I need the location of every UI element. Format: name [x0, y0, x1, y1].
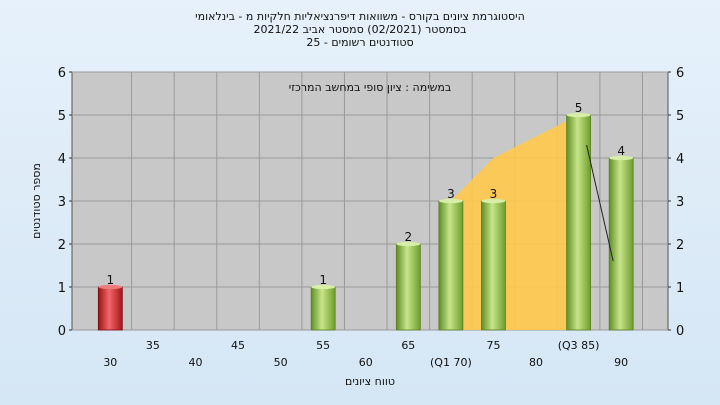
semester-subtitle: בסמסטר (02/2021) סמסטר אביב 2021/22 [253, 23, 467, 36]
x-tick-label: (Q3 85) [558, 339, 600, 352]
y-tick-label-left: 6 [58, 66, 66, 81]
bar-top-cap [311, 284, 336, 290]
histogram-bar [438, 200, 464, 331]
x-tick-label: (Q1 70) [430, 356, 472, 369]
bar-value-label: 1 [319, 273, 327, 287]
bar-top-cap [609, 155, 634, 161]
y-tick-label-left: 1 [58, 281, 66, 296]
x-tick-label: 90 [614, 356, 628, 369]
x-tick-label: 80 [529, 356, 543, 369]
histogram-bar [310, 286, 336, 331]
y-tick-label-left: 0 [58, 324, 66, 339]
histogram-bar [481, 200, 506, 331]
x-tick-label: 40 [188, 356, 202, 369]
y-tick-label-right: 1 [676, 281, 684, 296]
histogram-bar [566, 114, 591, 331]
x-tick-label: 60 [359, 356, 373, 369]
bar-value-label: 4 [617, 144, 625, 158]
y-tick-label-left: 2 [58, 238, 66, 253]
trend-line [586, 144, 614, 262]
bar-value-label: 1 [106, 273, 114, 287]
x-tick-label: 45 [231, 339, 245, 352]
x-tick-label: 75 [486, 339, 500, 352]
bar-top-cap [566, 112, 591, 118]
chart-title: היסטוגרמת ציונים בקורס - משוואות דיפרנצי… [195, 10, 525, 23]
y-tick-label-right: 0 [676, 324, 684, 339]
y-tick-label-right: 5 [676, 109, 684, 124]
x-tick-label: 30 [103, 356, 117, 369]
y-tick-label-right: 2 [676, 238, 684, 253]
histogram-bar [395, 243, 421, 331]
bar-value-label: 3 [447, 187, 455, 201]
histogram-bar [97, 286, 123, 331]
x-tick-label: 55 [316, 339, 330, 352]
x-axis-label: טווח ציונים [345, 375, 395, 388]
y-tick-label-left: 3 [58, 195, 66, 210]
bar-value-label: 2 [404, 230, 412, 244]
y-tick-label-left: 5 [58, 109, 66, 124]
x-tick-label: 65 [401, 339, 415, 352]
histogram-bar [608, 157, 634, 331]
y-tick-label-left: 4 [58, 152, 66, 167]
bar-value-label: 5 [575, 101, 583, 115]
chart-annotation: במשימה : ציון סופי במחשב המרכזי [289, 81, 452, 94]
y-axis-label: מספר סטודנטים [30, 163, 43, 239]
x-tick-label: 35 [146, 339, 160, 352]
x-tick-label: 50 [274, 356, 288, 369]
bar-top-cap [438, 198, 463, 204]
y-tick-label-right: 3 [676, 195, 684, 210]
bar-top-cap [396, 241, 421, 247]
registered-students-subtitle: סטודנטים רשומים - 25 [306, 36, 414, 49]
y-tick-label-right: 6 [676, 66, 684, 81]
bar-value-label: 3 [490, 187, 498, 201]
y-tick-label-right: 4 [676, 152, 684, 167]
bar-top-cap [481, 198, 506, 204]
bar-top-cap [98, 284, 123, 290]
